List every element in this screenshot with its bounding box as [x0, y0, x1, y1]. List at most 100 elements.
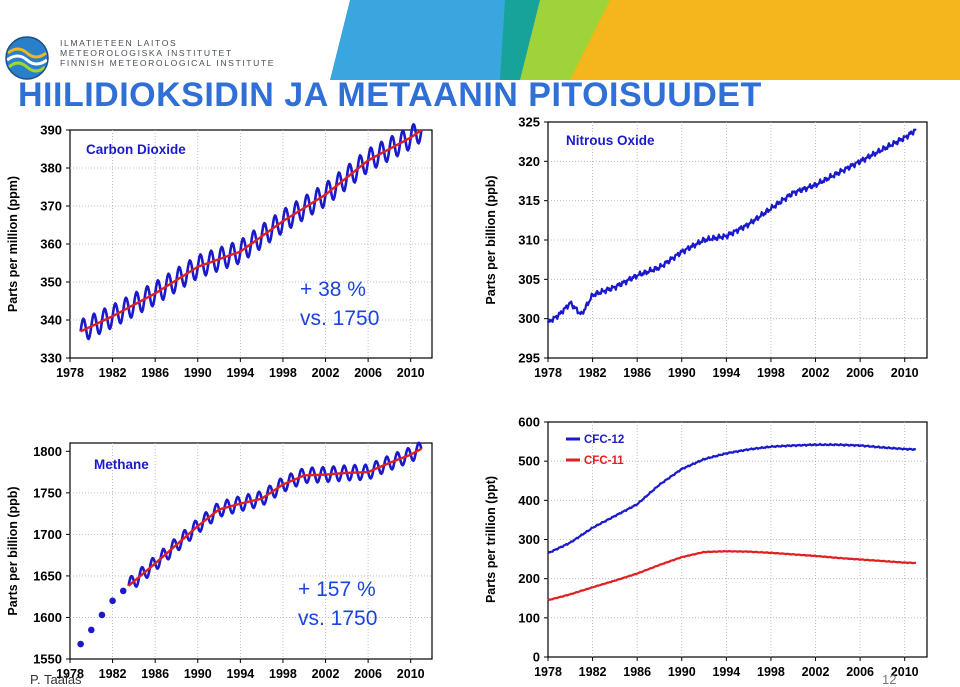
y-axis-label: Parts per million (ppm): [6, 176, 20, 312]
data-point: [109, 597, 116, 605]
y-tick-label: 300: [518, 311, 540, 326]
x-tick-label: 1986: [623, 665, 651, 679]
x-tick-label: 1982: [99, 667, 127, 681]
x-tick-label: 1998: [269, 667, 297, 681]
chart-panel-2: 295 300 305 310 315 320 325 1978 1982 1986 1990 199…: [484, 115, 928, 380]
x-tick-label: 1998: [269, 366, 297, 380]
y-tick-label: 325: [518, 115, 540, 130]
x-tick-label: 1978: [534, 366, 562, 380]
page-number: 12: [882, 672, 897, 687]
y-tick-label: 1700: [33, 527, 62, 542]
y-tick-label: 0: [533, 650, 540, 665]
x-tick-label: 1986: [141, 366, 169, 380]
y-tick-label: 1650: [33, 568, 62, 583]
x-tick-label: 1990: [668, 665, 696, 679]
y-tick-label: 500: [518, 454, 540, 469]
x-tick-label: 2010: [891, 366, 919, 380]
x-tick-label: 1986: [623, 366, 651, 380]
x-tick-label: 1998: [757, 665, 785, 679]
chart-panel-4: 0 100 200 300 400 500 600 1978 1982 1986 1990 1994 1…: [484, 415, 928, 679]
y-tick-label: 370: [40, 199, 62, 214]
chart-annotation: + 157 %: [298, 578, 376, 601]
series-2-trend-line: [80, 129, 423, 333]
y-tick-label: 200: [518, 571, 540, 586]
y-tick-label: 1800: [33, 444, 62, 459]
x-tick-label: 1982: [99, 366, 127, 380]
y-tick-label: 360: [40, 237, 62, 252]
y-tick-label: 320: [518, 154, 540, 169]
y-tick-label: 380: [40, 161, 62, 176]
y-tick-label: 1550: [33, 652, 62, 667]
y-tick-label: 330: [40, 351, 62, 366]
y-tick-label: 1600: [33, 610, 62, 625]
x-tick-label: 1998: [757, 366, 785, 380]
plot-frame: [69, 442, 433, 660]
y-tick-label: 305: [518, 272, 540, 287]
x-tick-label: 1978: [534, 665, 562, 679]
x-tick-label: 1990: [184, 667, 212, 681]
chart-title: Nitrous Oxide: [566, 133, 655, 148]
x-tick-label: 1986: [141, 667, 169, 681]
fmi-logo: [5, 36, 49, 80]
x-tick-label: 1994: [712, 366, 740, 380]
data-point: [77, 640, 84, 648]
data-point: [98, 611, 106, 619]
x-tick-label: 1978: [56, 667, 84, 681]
x-tick-label: 1978: [56, 366, 84, 380]
y-tick-label: 300: [518, 532, 540, 547]
header-banner: [330, 0, 960, 80]
x-tick-label: 2010: [891, 665, 919, 679]
y-tick-label: 390: [40, 123, 62, 138]
x-tick-label: 2002: [802, 366, 830, 380]
chart-annotation: vs. 1750: [298, 607, 377, 630]
banner-band-orange: [570, 0, 960, 80]
x-tick-label: 1994: [712, 665, 740, 679]
chart-annotation: + 38 %: [300, 278, 366, 301]
x-tick-label: 2002: [312, 366, 340, 380]
chart-title: Methane: [94, 457, 149, 472]
x-tick-label: 1990: [668, 366, 696, 380]
x-tick-label: 1982: [579, 665, 607, 679]
y-axis-label: Parts per trillion (ppt): [484, 476, 498, 603]
series-3-trend-line: [127, 447, 422, 587]
y-tick-label: 350: [40, 275, 62, 290]
y-tick-label: 310: [518, 233, 540, 248]
org-line-fi: ILMATIETEEN LAITOS: [60, 38, 178, 48]
legend-label: CFC-11: [584, 455, 624, 467]
y-tick-label: 600: [518, 415, 540, 430]
y-tick-label: 1750: [33, 485, 62, 500]
y-tick-label: 315: [518, 193, 540, 208]
y-tick-label: 100: [518, 610, 540, 625]
x-tick-label: 2006: [846, 366, 874, 380]
x-tick-label: 2010: [397, 667, 425, 681]
chart-panel-3: 1550 1600 1650 1700 1750 1800 1978 1982 1986 1990…: [6, 441, 433, 681]
organization-name: ILMATIETEEN LAITOS METEOROLOGISKA INSTIT…: [60, 38, 275, 68]
data-point: [87, 626, 95, 634]
series-1-line: [546, 128, 917, 323]
x-tick-label: 1982: [579, 366, 607, 380]
legend-label: CFC-12: [584, 434, 624, 446]
y-tick-label: 340: [40, 313, 62, 328]
x-tick-label: 2006: [354, 667, 382, 681]
x-tick-label: 2006: [846, 665, 874, 679]
y-tick-label: 400: [518, 493, 540, 508]
org-line-en: FINNISH METEOROLOGICAL INSTITUTE: [60, 58, 276, 68]
series-cfc-11-line: [547, 549, 917, 602]
x-tick-label: 1990: [184, 366, 212, 380]
series-2-line: [127, 441, 423, 588]
x-tick-label: 2006: [354, 366, 382, 380]
y-axis-label: Parts per billion (ppb): [6, 486, 20, 615]
series-cfc-12-line: [547, 442, 917, 554]
x-tick-label: 1994: [226, 667, 254, 681]
y-axis-label: Parts per billion (ppb): [484, 175, 498, 304]
data-point: [119, 587, 127, 595]
x-tick-label: 2010: [397, 366, 425, 380]
banner-band-green: [520, 0, 620, 80]
chart-panel-1: 330 340 350 360 370 380 390 1978 1982 1986 1990 199…: [6, 123, 433, 380]
org-line-sv: METEOROLOGISKA INSTITUTET: [60, 48, 233, 58]
x-tick-label: 1994: [226, 366, 254, 380]
x-tick-label: 2002: [312, 667, 340, 681]
author-footer: P. Taalas: [30, 672, 82, 687]
chart-title: Carbon Dioxide: [86, 142, 186, 157]
